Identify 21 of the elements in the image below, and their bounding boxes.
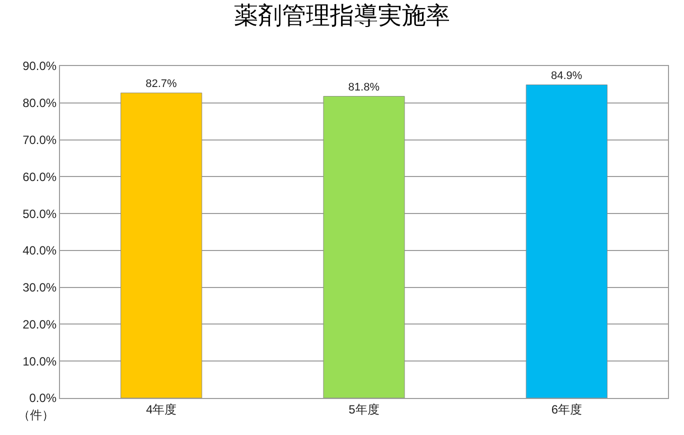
x-tick-label: 5年度 (348, 402, 380, 416)
x-tick-label: 6年度 (551, 402, 582, 416)
y-tick-label: 60.0% (22, 170, 57, 184)
x-tick-label: 4年度 (146, 402, 177, 416)
y-tick-label: 70.0% (22, 132, 57, 147)
data-label: 82.7% (146, 78, 178, 90)
y-tick-label: 30.0% (22, 280, 57, 295)
y-axis-title: （件） (18, 408, 54, 422)
bar (120, 92, 202, 398)
y-tick-label: 0.0% (29, 391, 57, 406)
bar (323, 96, 405, 398)
chart-title: 薬剤管理指導実施率 (234, 1, 450, 30)
bar (526, 84, 608, 398)
y-tick-label: 50.0% (22, 206, 57, 221)
data-label: 81.8% (348, 81, 380, 94)
data-label: 84.9% (550, 70, 582, 82)
y-tick-label: 80.0% (22, 96, 57, 110)
y-tick-label: 10.0% (22, 354, 57, 368)
y-tick-label: 20.0% (22, 317, 57, 332)
y-tick-label: 90.0% (22, 59, 57, 74)
y-tick-label: 40.0% (22, 244, 57, 258)
